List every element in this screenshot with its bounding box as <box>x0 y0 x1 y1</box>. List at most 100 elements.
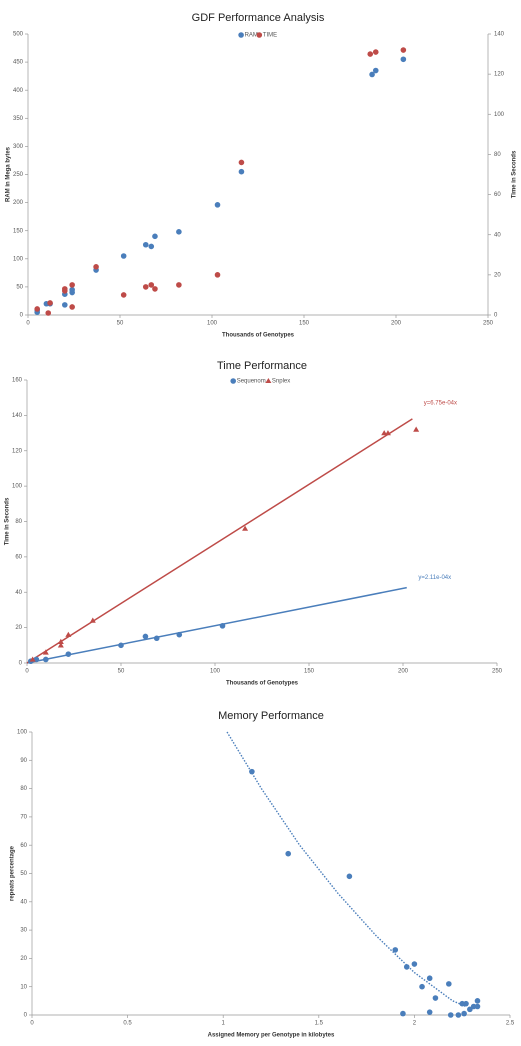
point <box>285 850 292 857</box>
y2-tick-label: 60 <box>494 192 501 198</box>
y-tick-label: 120 <box>12 448 23 454</box>
point <box>118 642 124 649</box>
point <box>69 282 75 288</box>
point <box>474 998 481 1004</box>
trend-line <box>26 418 413 664</box>
y-tick-label: 100 <box>13 256 24 262</box>
legend-marker <box>265 378 272 383</box>
legend-label: Sequenom <box>237 379 266 385</box>
point <box>455 1012 462 1018</box>
point <box>69 304 75 310</box>
x-tick-label: 50 <box>118 669 125 675</box>
x-tick-label: 200 <box>398 669 409 675</box>
point <box>176 229 182 235</box>
x-axis-label: Thousands of Genotypes <box>226 681 299 687</box>
point <box>238 159 245 166</box>
y2-tick-label: 140 <box>494 32 505 38</box>
x-axis-label: Assigned Memory per Genotype in kilobyte… <box>208 1033 335 1039</box>
x-tick-label: 0 <box>26 321 30 327</box>
chart-title: Memory Performance <box>218 710 324 722</box>
x-tick-label: 0.5 <box>123 1021 132 1027</box>
y-tick-label: 90 <box>20 758 27 764</box>
y-tick-label: 0 <box>19 661 23 667</box>
y-tick-label: 10 <box>20 984 27 990</box>
x-tick-label: 200 <box>391 321 402 327</box>
trend-line <box>226 731 467 1008</box>
x-tick-label: 150 <box>304 669 315 675</box>
point <box>461 1010 467 1017</box>
legend-label: Snplex <box>272 379 290 385</box>
y-tick-label: 20 <box>15 625 22 631</box>
y-tick-label: 500 <box>13 32 24 38</box>
point <box>426 1009 433 1015</box>
point <box>446 981 452 987</box>
point <box>372 49 379 55</box>
point <box>65 631 72 637</box>
y-tick-label: 150 <box>13 228 24 234</box>
y-tick-label: 100 <box>12 484 23 490</box>
x-tick-label: 0 <box>25 669 29 675</box>
point <box>242 525 249 531</box>
point <box>65 651 72 657</box>
point <box>62 302 68 308</box>
point <box>419 983 425 990</box>
legend-marker <box>238 32 244 38</box>
point <box>142 284 149 290</box>
y-tick-label: 40 <box>20 899 27 905</box>
point <box>238 168 245 175</box>
point <box>152 286 158 292</box>
y-tick-label: 200 <box>13 200 24 206</box>
point <box>153 635 160 642</box>
x-tick-label: 250 <box>492 669 503 675</box>
y-tick-label: 140 <box>12 413 23 419</box>
point <box>372 67 379 74</box>
x-tick-label: 100 <box>207 321 218 327</box>
x-axis-label: Thousands of Genotypes <box>222 333 295 339</box>
y-tick-label: 350 <box>13 116 24 122</box>
point <box>93 264 99 270</box>
point <box>148 282 155 288</box>
point <box>57 642 64 648</box>
point <box>381 430 388 436</box>
point <box>249 768 255 775</box>
point <box>367 51 374 57</box>
y-axis-label: RAM in Mega bytes <box>6 146 12 202</box>
y-tick-label: 450 <box>13 60 24 66</box>
point <box>447 1012 454 1018</box>
chart-title: Time Performance <box>217 360 307 372</box>
y-tick-label: 80 <box>15 519 22 525</box>
point <box>57 638 64 644</box>
point <box>384 430 391 436</box>
trend-label: y=6.75e-04x <box>424 400 457 406</box>
x-tick-label: 2 <box>413 1021 417 1027</box>
point <box>400 47 407 53</box>
point <box>42 649 49 655</box>
point <box>400 56 407 63</box>
y-tick-label: 0 <box>20 313 24 319</box>
point <box>120 292 127 298</box>
y-tick-label: 0 <box>24 1013 28 1019</box>
point <box>392 947 399 953</box>
y2-tick-label: 0 <box>494 313 498 319</box>
point <box>69 286 75 293</box>
y-tick-label: 80 <box>20 786 27 792</box>
y-tick-label: 50 <box>16 284 23 290</box>
point <box>142 241 149 248</box>
y-tick-label: 300 <box>13 144 24 150</box>
y-tick-label: 30 <box>20 928 27 934</box>
point <box>152 233 158 240</box>
y-tick-label: 100 <box>17 730 28 736</box>
y-tick-label: 20 <box>20 956 27 962</box>
point <box>467 1006 473 1013</box>
point <box>403 964 410 970</box>
point <box>176 282 182 288</box>
point <box>148 243 155 250</box>
y-tick-label: 60 <box>20 843 27 849</box>
point <box>34 306 40 312</box>
y2-tick-label: 120 <box>494 72 505 78</box>
legend-marker <box>230 378 236 384</box>
point <box>463 1000 469 1007</box>
point <box>411 961 418 967</box>
chart-title: GDF Performance Analysis <box>192 12 325 24</box>
